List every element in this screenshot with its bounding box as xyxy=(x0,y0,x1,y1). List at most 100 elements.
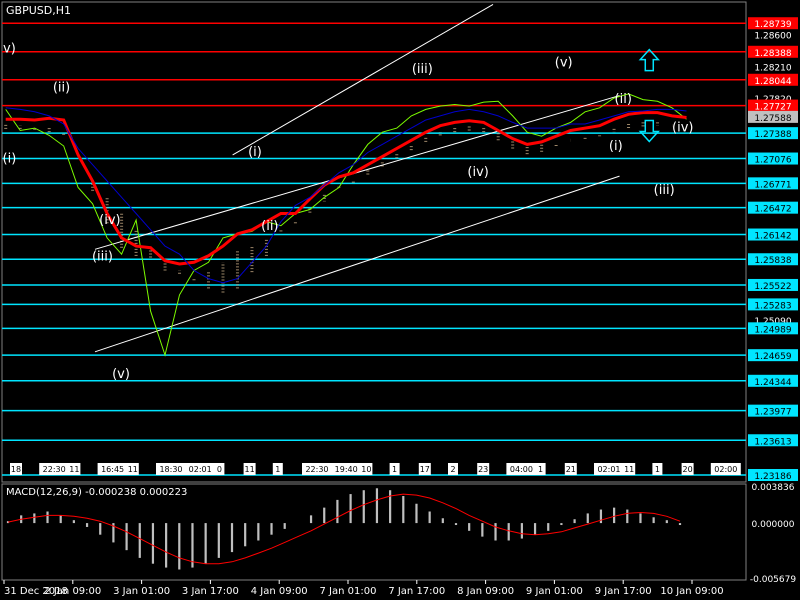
time-chip-label-14: 17 xyxy=(420,465,430,474)
time-chip-label-8: 11 xyxy=(245,465,255,474)
time-chip-label-3: 16:45 xyxy=(101,465,124,474)
time-chip-label-22: 1 xyxy=(655,465,660,474)
level-tag-17 xyxy=(748,322,798,335)
x-tick-label-0: 31 Dec 2018 xyxy=(4,586,68,597)
time-chip-13 xyxy=(389,463,400,475)
time-chip-label-15: 2 xyxy=(450,465,455,474)
x-tick-label-8: 9 Jan 01:00 xyxy=(526,586,583,597)
level-tag-21 xyxy=(748,434,798,447)
axis-tick-16: 1.25090 xyxy=(754,317,791,327)
arrow-down-icon xyxy=(638,119,660,143)
level-tag-label-19: 1.24344 xyxy=(754,378,791,388)
wave-label-2: (i) xyxy=(3,151,17,166)
level-tag-label-14: 1.25522 xyxy=(754,282,791,292)
time-chip-21 xyxy=(623,463,636,475)
time-chip-11 xyxy=(331,463,362,475)
x-tick-label-5: 7 Jan 01:00 xyxy=(320,586,377,597)
wave-label-10: (v) xyxy=(555,55,573,70)
level-tag-label-11: 1.26472 xyxy=(754,205,791,215)
level-tag-label-15: 1.25283 xyxy=(754,301,791,311)
time-chip-label-18: 1 xyxy=(538,465,543,474)
x-tick-label-4: 4 Jan 09:00 xyxy=(251,586,308,597)
time-chip-12 xyxy=(360,463,373,475)
time-labels-strip: 18 22:30 11 16:45 11 18:30 02:01 0 11 1 22:30 19:40… xyxy=(10,463,741,475)
time-chip-8 xyxy=(243,463,256,475)
time-chip-0 xyxy=(10,463,22,475)
time-chip-15 xyxy=(448,463,458,475)
level-tag-label-22: 1.23186 xyxy=(754,472,791,482)
time-chip-20 xyxy=(594,463,624,475)
time-chip-5 xyxy=(156,463,186,475)
trend-channel xyxy=(94,4,620,353)
time-chip-label-16: 23 xyxy=(478,465,488,474)
series-line-1 xyxy=(5,111,687,266)
time-chip-23 xyxy=(681,463,694,475)
time-chip-17 xyxy=(506,463,537,475)
time-chip-9 xyxy=(272,463,283,475)
macd-signal-line xyxy=(7,493,681,565)
level-tag-20 xyxy=(748,404,798,417)
price-levels xyxy=(2,22,746,476)
time-chip-label-7: 0 xyxy=(217,465,222,474)
time-chip-label-19: 21 xyxy=(566,465,576,474)
level-tag-6 xyxy=(748,99,798,112)
time-chip-label-17: 04:00 xyxy=(510,465,533,474)
level-tag-14 xyxy=(748,278,798,291)
x-tick-label-7: 8 Jan 09:00 xyxy=(457,586,514,597)
time-chip-4 xyxy=(126,463,139,475)
channel-line-2 xyxy=(232,4,494,156)
time-chip-label-11: 19:40 xyxy=(335,465,358,474)
macd-axis-tick-1: 0.000000 xyxy=(752,520,795,530)
wave-label-7: (ii) xyxy=(261,219,278,234)
level-tag-label-7: 1.27588 xyxy=(754,114,791,124)
level-tag-label-4: 1.28044 xyxy=(754,77,791,87)
wave-label-6: (i) xyxy=(248,145,262,160)
macd-axis-tick-0: 0.003836 xyxy=(752,483,795,493)
time-chip-label-6: 02:01 xyxy=(189,465,212,474)
arrow-up-icon xyxy=(638,48,660,72)
time-chip-label-0: 18 xyxy=(11,465,21,474)
level-tag-12 xyxy=(748,228,798,241)
level-tag-label-0: 1.28739 xyxy=(754,20,791,30)
wave-label-9: (iv) xyxy=(467,165,488,180)
price-panel[interactable] xyxy=(1,1,747,483)
wave-label-0: v) xyxy=(3,41,16,56)
level-tag-label-10: 1.26771 xyxy=(754,180,791,190)
time-chip-19 xyxy=(564,463,577,475)
price-axis: 1.287391.286001.283881.282101.280441.278… xyxy=(748,17,798,585)
time-chip-label-21: 11 xyxy=(624,465,634,474)
time-chip-label-4: 11 xyxy=(128,465,138,474)
series-line-2 xyxy=(5,107,687,284)
time-chip-1 xyxy=(39,463,70,475)
level-tag-10 xyxy=(748,177,798,190)
time-chip-7 xyxy=(214,463,225,475)
level-tag-13 xyxy=(748,253,798,266)
x-tick-label-6: 7 Jan 17:00 xyxy=(388,586,445,597)
x-tick-label-9: 9 Jan 17:00 xyxy=(595,586,652,597)
time-chip-6 xyxy=(185,463,216,475)
level-tag-label-20: 1.23977 xyxy=(754,408,791,418)
macd-panel[interactable] xyxy=(1,483,747,581)
level-tag-label-13: 1.25838 xyxy=(754,256,791,266)
level-tag-9 xyxy=(748,152,798,165)
time-chip-label-2: 11 xyxy=(69,465,79,474)
wave-label-8: (iii) xyxy=(412,62,433,77)
macd-indicator xyxy=(6,488,682,570)
level-tag-4 xyxy=(748,73,798,86)
time-chip-label-9: 1 xyxy=(275,465,280,474)
wave-label-1: (ii) xyxy=(53,80,70,95)
level-tag-2 xyxy=(748,45,798,58)
x-tick-label-2: 3 Jan 01:00 xyxy=(113,586,170,597)
time-chip-label-1: 22:30 xyxy=(43,465,66,474)
level-tag-15 xyxy=(748,298,798,311)
x-tick-label-3: 3 Jan 17:00 xyxy=(182,586,239,597)
axis-tick-1: 1.28600 xyxy=(754,32,791,42)
level-tag-label-9: 1.27076 xyxy=(754,156,791,166)
ichimoku-cloud xyxy=(4,122,660,293)
time-chip-label-12: 10 xyxy=(361,465,371,474)
level-tag-label-12: 1.26142 xyxy=(754,232,791,242)
wave-label-12: (iv) xyxy=(672,120,693,135)
time-chip-label-5: 18:30 xyxy=(159,465,182,474)
